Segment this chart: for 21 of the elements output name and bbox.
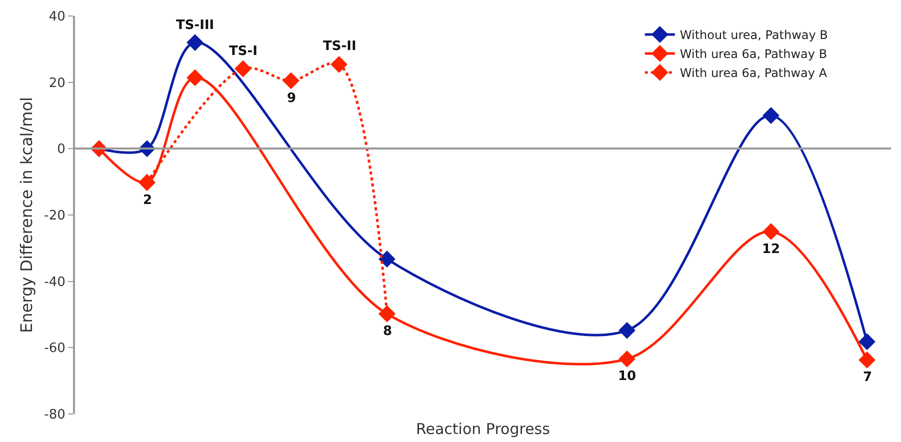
annotation: 9 bbox=[287, 91, 296, 106]
annotation: 10 bbox=[618, 369, 636, 384]
y-tick-label: 20 bbox=[48, 76, 66, 91]
y-axis-title: Energy Difference in kcal/mol bbox=[17, 97, 36, 333]
legend-label: With urea 6a, Pathway A bbox=[680, 66, 828, 80]
legend-label: With urea 6a, Pathway B bbox=[680, 47, 828, 62]
annotation: 8 bbox=[383, 324, 392, 339]
y-tick-label: -80 bbox=[44, 408, 66, 423]
annotation: TS-III bbox=[176, 18, 214, 33]
annotation: 12 bbox=[762, 242, 780, 257]
y-tick-label: -60 bbox=[44, 341, 66, 356]
annotation: TS-II bbox=[323, 39, 356, 54]
x-axis-title: Reaction Progress bbox=[416, 420, 550, 438]
annotation: 7 bbox=[863, 370, 872, 385]
y-tick-label: 0 bbox=[57, 142, 66, 158]
y-tick-label: -40 bbox=[44, 274, 66, 290]
y-tick-label: 40 bbox=[48, 10, 66, 25]
y-tick-label: -20 bbox=[44, 208, 66, 224]
legend-label: Without urea, Pathway B bbox=[680, 28, 828, 42]
annotation: TS-I bbox=[229, 44, 258, 59]
annotation: 2 bbox=[143, 193, 152, 208]
